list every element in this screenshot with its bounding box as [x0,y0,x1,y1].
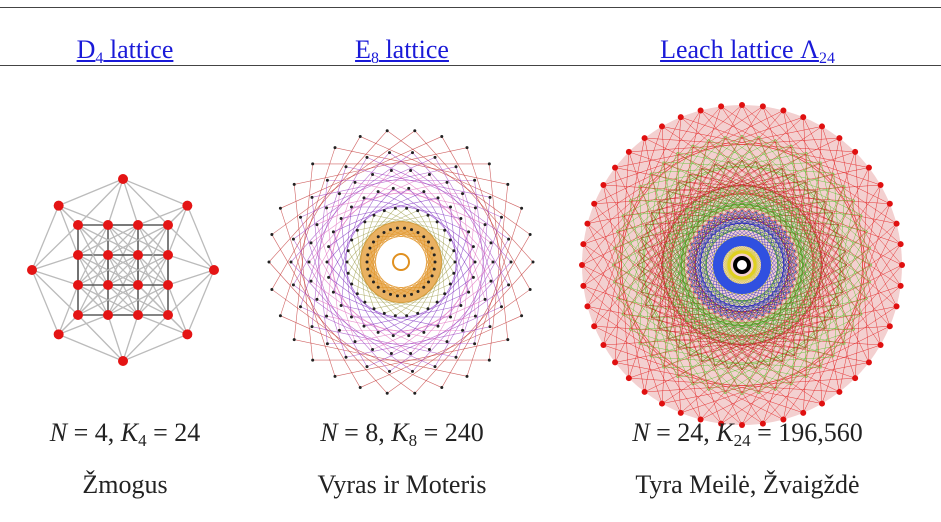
column-leach: Leach lattice Λ24 N = 24, K24 = 196,560 … [570,0,925,522]
caption-d4: Žmogus [82,470,168,499]
e8-chords [268,130,534,394]
header-bottom-rule [0,65,941,66]
header-e8: E8 lattice [262,35,542,67]
table-top-rule [0,7,941,8]
d4-edges [31,178,215,362]
header-leach: Leach lattice Λ24 [570,35,925,67]
leach-lattice-link[interactable]: Leach lattice Λ24 [660,35,835,67]
caption-e8: Vyras ir Moteris [317,470,487,499]
caption-leach: Tyra Meilė, Žvaigždė [635,470,860,499]
header-d4: D4 lattice [0,35,250,67]
formula-leach: N = 24, K24 = 196,560 [632,418,863,450]
formula-e8: N = 8, K8 = 240 [320,418,484,450]
e8-rings [267,129,535,395]
column-e8: E8 lattice N = 8, K8 = 240 Vyras ir Mote… [262,0,542,522]
e8-lattice-link[interactable]: E8 lattice [355,35,449,67]
leach-outer-vertices [579,102,905,428]
column-d4: D4 lattice N = 4, K4 = 24 Žmogus [0,0,250,522]
d4-lattice-link[interactable]: D4 lattice [76,35,174,67]
e8-lattice-figure [267,129,535,395]
d4-lattice-figure [27,174,219,366]
leach-center [713,236,771,294]
leach-lattice-figure [579,102,905,428]
formula-d4: N = 4, K4 = 24 [49,418,201,450]
d4-vertices [27,174,219,366]
